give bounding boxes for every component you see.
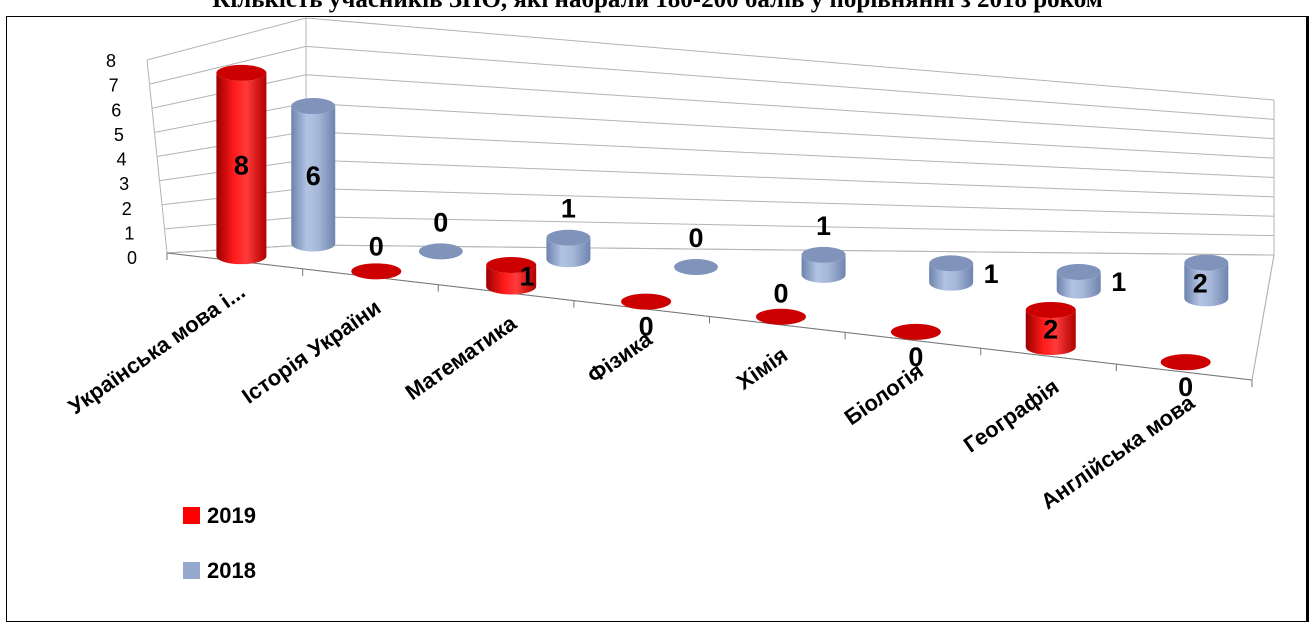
x-tick-label-4: Хімія bbox=[732, 342, 792, 395]
bar-2019-4 bbox=[755, 308, 806, 325]
x-tick-label-5: Біологія bbox=[840, 358, 928, 430]
y-tick-label-8: 8 bbox=[106, 51, 116, 71]
y-tick-label-2: 2 bbox=[122, 199, 132, 219]
y-tick-label-1: 1 bbox=[124, 223, 134, 243]
y-axis-labels: 0 1 2 3 4 5 6 7 8 bbox=[106, 51, 137, 268]
gridline-back-8 bbox=[305, 17, 1275, 101]
data-label-2018-2: 1 bbox=[561, 194, 576, 224]
bar-2018-5 bbox=[929, 255, 974, 291]
bar-2018-7 bbox=[1184, 254, 1229, 307]
data-label-2018-7: 2 bbox=[1193, 269, 1208, 299]
y-tick-label-5: 5 bbox=[114, 125, 124, 145]
gridline-left-7 bbox=[149, 45, 307, 85]
x-tick-label-3: Фізика bbox=[583, 326, 657, 389]
bar-2018-6 bbox=[1056, 263, 1101, 299]
legend-swatch-2019 bbox=[183, 507, 200, 524]
gridline-back-3 bbox=[305, 159, 1275, 198]
chart-bars bbox=[216, 64, 1229, 371]
bar-2018-3 bbox=[673, 259, 718, 276]
legend-item-2019[interactable]: 2019 bbox=[183, 503, 256, 528]
data-label-2019-4: 0 bbox=[773, 279, 788, 309]
gridline-back-2 bbox=[305, 187, 1275, 217]
floor-right-edge bbox=[1251, 254, 1275, 381]
data-label-2019-6: 2 bbox=[1043, 314, 1058, 344]
x-tick-label-1: Історія України bbox=[237, 294, 385, 408]
y-tick-label-0: 0 bbox=[127, 248, 137, 268]
page-title: Кількість учасників ЗНО, які набрали 180… bbox=[0, 0, 1315, 14]
legend: 2019 2018 bbox=[183, 503, 256, 613]
data-label-2019-3: 0 bbox=[639, 312, 654, 342]
bar-2018-1 bbox=[418, 243, 463, 260]
gridline-back-1 bbox=[305, 216, 1275, 237]
data-label-2018-5: 1 bbox=[984, 259, 999, 289]
bar-2019-2 bbox=[486, 257, 537, 295]
data-label-2018-0: 6 bbox=[306, 161, 321, 191]
legend-item-2018[interactable]: 2018 bbox=[183, 558, 256, 583]
bar-2018-4 bbox=[801, 246, 846, 283]
gridline-back-6 bbox=[305, 74, 1275, 140]
bar-2019-6 bbox=[1025, 301, 1076, 356]
gridline-left-8 bbox=[146, 17, 307, 61]
chart-floor bbox=[166, 244, 1275, 381]
data-label-2019-2: 1 bbox=[520, 262, 535, 292]
x-tick-label-0: Українська мова і... bbox=[64, 279, 250, 420]
data-label-2018-4: 1 bbox=[816, 211, 831, 241]
legend-label-2018: 2018 bbox=[207, 557, 256, 583]
chart-frame bbox=[6, 16, 1309, 622]
data-labels: 6 0 1 0 1 1 1 2 8 0 1 0 0 0 2 0 bbox=[234, 151, 1208, 403]
bar-2018-2 bbox=[546, 229, 591, 268]
data-label-2018-6: 1 bbox=[1111, 267, 1126, 297]
bar-2019-5 bbox=[890, 323, 941, 340]
gridline-back-7 bbox=[305, 45, 1275, 120]
gridline-back-0 bbox=[305, 244, 1275, 256]
bar-2018-0 bbox=[291, 98, 336, 252]
gridline-back-4 bbox=[305, 131, 1275, 178]
data-label-2019-0: 8 bbox=[234, 151, 249, 181]
legend-label-2019: 2019 bbox=[207, 502, 256, 528]
data-label-2019-7: 0 bbox=[1178, 372, 1193, 402]
data-label-2019-5: 0 bbox=[908, 342, 923, 372]
y-tick-label-4: 4 bbox=[116, 150, 126, 170]
bar-2019-3 bbox=[621, 293, 672, 310]
bar-2019-7 bbox=[1160, 354, 1211, 371]
bar-2019-1 bbox=[351, 263, 402, 280]
x-tick-label-7: Англійська мова bbox=[1036, 389, 1200, 514]
bar-2019-0 bbox=[216, 64, 267, 265]
x-tick-label-2: Математика bbox=[401, 310, 522, 405]
chart-walls bbox=[146, 17, 1275, 387]
y-tick-label-6: 6 bbox=[111, 100, 121, 120]
legend-swatch-2018 bbox=[183, 562, 200, 579]
data-label-2018-1: 0 bbox=[433, 207, 448, 237]
y-tick-label-7: 7 bbox=[109, 76, 119, 96]
gridline-back-5 bbox=[305, 102, 1275, 159]
y-tick-label-3: 3 bbox=[119, 174, 129, 194]
data-label-2018-3: 0 bbox=[688, 223, 703, 253]
x-tick-label-6: Географія bbox=[959, 374, 1064, 458]
data-label-2019-1: 0 bbox=[369, 231, 384, 261]
